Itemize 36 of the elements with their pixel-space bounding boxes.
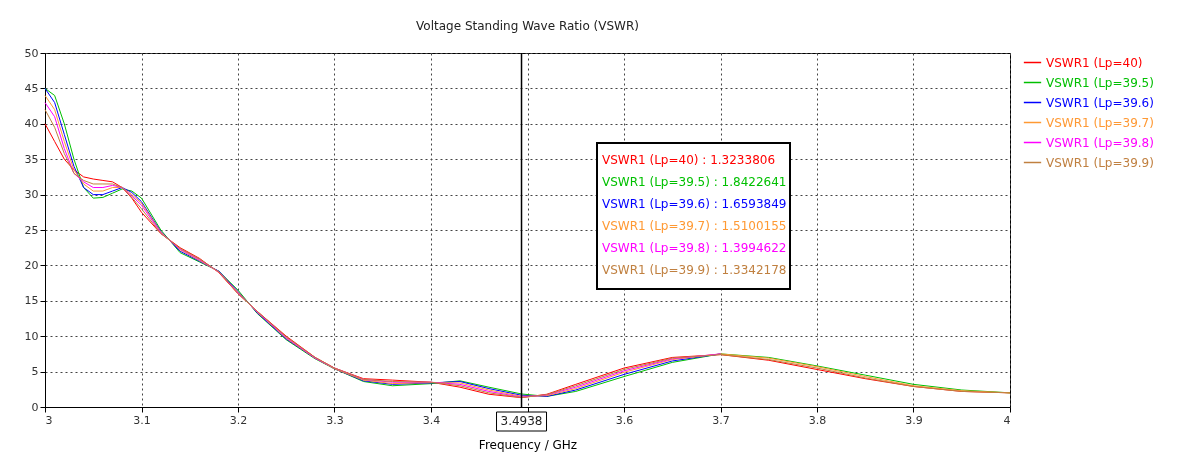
- y-tick-label: 50: [24, 46, 39, 60]
- legend-label: VSWR1 (Lp=39.6): [1046, 95, 1154, 110]
- x-tick-label: 3.4: [422, 413, 441, 427]
- legend-label: VSWR1 (Lp=40): [1046, 55, 1143, 70]
- annotation: VSWR1 (Lp=39.5) : 1.8422641: [602, 175, 787, 189]
- annotation: VSWR1 (Lp=39.6) : 1.6593849: [602, 197, 787, 211]
- y-tick-label: 5: [31, 365, 39, 379]
- x-tick-label: 3.2: [229, 413, 248, 427]
- x-tick-label: 3.6: [615, 413, 634, 427]
- annotation: VSWR1 (Lp=40) : 1.3233806: [602, 153, 776, 167]
- y-tick-label: 35: [24, 152, 39, 166]
- annotation: VSWR1 (Lp=39.9) : 1.3342178: [602, 263, 787, 277]
- x-tick-label: 3.3: [326, 413, 344, 427]
- x-tick-label: 3: [45, 413, 53, 427]
- x-tick-label: 3.7: [712, 413, 730, 427]
- legend-label: VSWR1 (Lp=39.9): [1046, 155, 1154, 170]
- annotation: VSWR1 (Lp=39.7) : 1.5100155: [602, 219, 787, 233]
- legend-label: VSWR1 (Lp=39.7): [1046, 115, 1154, 130]
- y-tick-label: 40: [24, 117, 39, 131]
- x-axis-title: Frequency / GHz: [478, 437, 578, 452]
- y-tick-label: 15: [24, 294, 39, 308]
- ref-line-label: 3.4938: [500, 414, 543, 428]
- x-tick-label: 4: [1003, 413, 1011, 427]
- chart-title: Voltage Standing Wave Ratio (VSWR): [416, 19, 639, 33]
- x-tick-label: 3.8: [808, 413, 827, 427]
- legend-label: VSWR1 (Lp=39.8): [1046, 135, 1154, 150]
- y-tick-label: 10: [24, 329, 39, 343]
- y-tick-label: 30: [24, 188, 39, 202]
- legend-label: VSWR1 (Lp=39.5): [1046, 75, 1154, 90]
- x-tick-label: 3.1: [133, 413, 151, 427]
- y-tick-label: 0: [31, 400, 39, 414]
- y-tick-label: 20: [24, 258, 39, 272]
- annotation: VSWR1 (Lp=39.8) : 1.3994622: [602, 241, 787, 255]
- y-tick-label: 25: [24, 223, 39, 237]
- y-tick-label: 45: [24, 81, 39, 95]
- x-tick-label: 3.9: [905, 413, 923, 427]
